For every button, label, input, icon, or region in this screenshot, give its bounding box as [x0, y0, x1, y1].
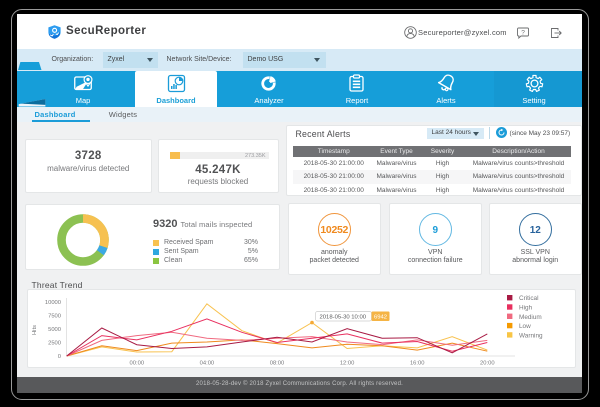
svg-text:12:00: 12:00	[339, 361, 354, 367]
svg-text:2018-05-30 10:00: 2018-05-30 10:00	[319, 314, 366, 320]
svg-text:High: High	[519, 305, 533, 312]
svg-text:5000: 5000	[48, 327, 61, 333]
svg-text:16:00: 16:00	[409, 361, 424, 367]
svg-text:Warning: Warning	[519, 332, 543, 339]
svg-text:6942: 6942	[373, 314, 386, 320]
svg-text:04:00: 04:00	[199, 361, 214, 367]
svg-text:08:00: 08:00	[269, 361, 284, 367]
svg-text:Medium: Medium	[519, 314, 542, 321]
svg-text:20:00: 20:00	[480, 361, 495, 367]
svg-text:Critical: Critical	[519, 295, 539, 302]
svg-text:Hits: Hits	[32, 325, 38, 335]
svg-text:10000: 10000	[44, 300, 60, 306]
svg-text:?: ?	[521, 30, 525, 37]
svg-text:7500: 7500	[48, 314, 61, 320]
svg-text:2500: 2500	[48, 341, 61, 347]
svg-text:0: 0	[57, 354, 60, 360]
svg-text:00:00: 00:00	[129, 361, 144, 367]
svg-text:Low: Low	[519, 323, 531, 330]
